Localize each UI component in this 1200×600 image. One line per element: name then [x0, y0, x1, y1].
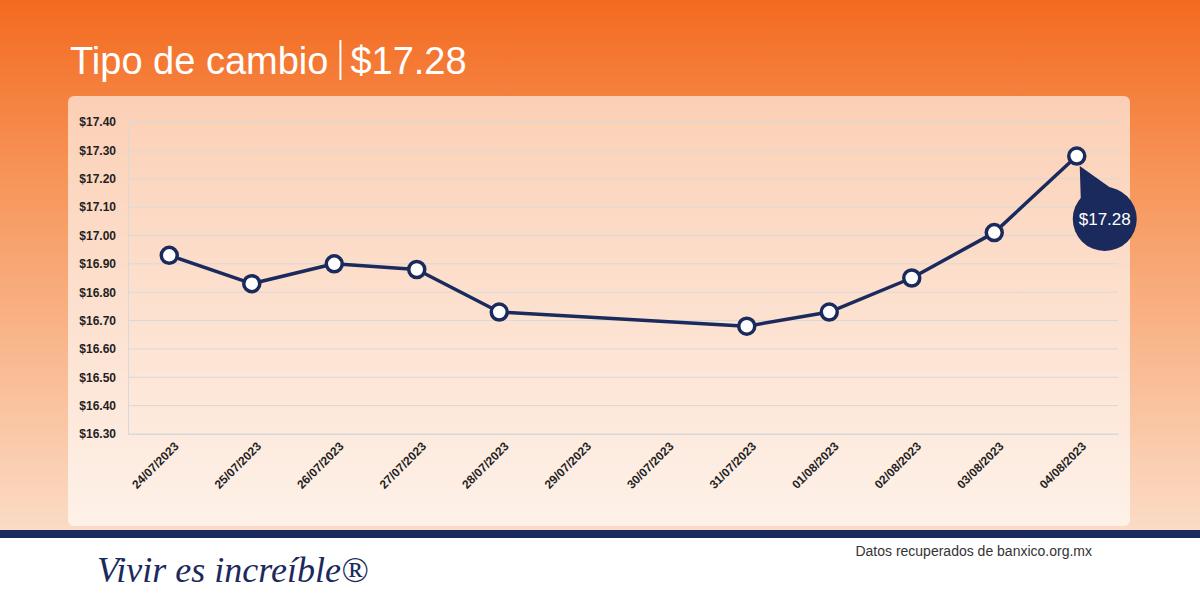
x-tick: 04/08/2023 [1037, 434, 1090, 492]
y-tick-label: $16.60 [79, 342, 116, 356]
marker [409, 261, 425, 277]
grid [128, 122, 1118, 434]
grid-line [128, 263, 1118, 264]
subtitle: $17.28 [350, 40, 466, 82]
grid-line [128, 235, 1118, 236]
x-tick: 29/07/2023 [542, 434, 595, 492]
y-tick: $16.40 [79, 399, 128, 413]
plot-area [161, 148, 1085, 334]
marker [739, 318, 755, 334]
y-tick: $16.90 [79, 257, 128, 271]
x-tick: 31/07/2023 [707, 434, 760, 492]
x-tick: 25/07/2023 [212, 434, 265, 492]
x-tick: 30/07/2023 [624, 434, 677, 492]
x-tick: 28/07/2023 [459, 434, 512, 492]
y-tick-label: $16.80 [79, 286, 116, 300]
y-tick: $17.20 [79, 172, 128, 186]
y-axis-line [128, 123, 129, 435]
x-tick: 01/08/2023 [789, 434, 842, 492]
y-axis: $16.30 $16.40 $16.50 $16.60 $16.70 $16.80 $16.… [79, 115, 128, 441]
x-tick: 26/07/2023 [294, 434, 347, 492]
label-bubble [1073, 187, 1137, 251]
title: Tipo de cambio [70, 40, 328, 82]
y-tick: $17.30 [79, 144, 128, 158]
marker [821, 304, 837, 320]
y-tick-label: $17.40 [79, 115, 116, 129]
x-tick: 03/08/2023 [954, 434, 1007, 492]
y-tick: $16.80 [79, 286, 128, 300]
y-tick-label: $16.90 [79, 257, 116, 271]
y-tick: $17.40 [79, 115, 128, 129]
marker [1069, 148, 1085, 164]
y-tick: $17.00 [79, 229, 128, 243]
y-tick-label: $16.70 [79, 314, 116, 328]
header-background [0, 0, 1200, 532]
marker [904, 270, 920, 286]
marker [491, 304, 507, 320]
y-tick: $16.70 [79, 314, 128, 328]
marker [986, 225, 1002, 241]
y-tick: $16.50 [79, 371, 128, 385]
y-tick: $17.10 [79, 200, 128, 214]
y-tick: $16.60 [79, 342, 128, 356]
x-tick-label: 04/08/2023 [1037, 439, 1090, 492]
grid-line [128, 122, 1118, 123]
y-tick-label: $17.10 [79, 200, 116, 214]
x-tick-label: 30/07/2023 [624, 439, 677, 492]
title-divider [339, 40, 341, 80]
y-tick: $16.30 [79, 427, 128, 441]
y-tick-label: $17.30 [79, 144, 116, 158]
marker [244, 276, 260, 292]
x-tick-label: 24/07/2023 [129, 439, 182, 492]
grid-line [128, 405, 1118, 406]
marker [326, 256, 342, 272]
marker [161, 247, 177, 263]
x-tick-label: 31/07/2023 [707, 439, 760, 492]
y-tick-label: $17.00 [79, 229, 116, 243]
y-tick-label: $17.20 [79, 172, 116, 186]
x-tick-label: 03/08/2023 [954, 439, 1007, 492]
y-tick-label: $16.30 [79, 427, 116, 441]
y-tick-label: $16.40 [79, 399, 116, 413]
x-tick: 02/08/2023 [872, 434, 925, 492]
x-tick-label: 26/07/2023 [294, 439, 347, 492]
data-label-text: $17.28 [1079, 210, 1131, 229]
grid-line [128, 178, 1118, 179]
grid-line [128, 150, 1118, 151]
x-tick-label: 29/07/2023 [542, 439, 595, 492]
x-axis-line [129, 434, 1119, 435]
x-tick-label: 27/07/2023 [377, 439, 430, 492]
x-axis: 24/07/2023 25/07/2023 26/07/2023 27/07/2023… [129, 434, 1119, 492]
x-tick-label: 28/07/2023 [459, 439, 512, 492]
chart-root: Tipo de cambio$17.28$16.30$16.40$16.50$1… [0, 0, 1200, 600]
brand: Vivir es increíble® [97, 550, 368, 590]
x-tick-label: 01/08/2023 [789, 439, 842, 492]
grid-line [128, 434, 1118, 435]
grid-line [128, 377, 1118, 378]
source-note: Datos recuperados de banxico.org.mx [855, 543, 1092, 559]
x-tick-label: 02/08/2023 [872, 439, 925, 492]
footer-background [0, 538, 1200, 600]
x-tick-label: 25/07/2023 [212, 439, 265, 492]
grid-line [128, 348, 1118, 349]
x-tick: 24/07/2023 [129, 434, 182, 492]
y-tick-label: $16.50 [79, 371, 116, 385]
x-tick: 27/07/2023 [377, 434, 430, 492]
data-label: $17.28 [1073, 166, 1137, 251]
grid-line [128, 207, 1118, 208]
series-line [169, 156, 1077, 326]
grid-line [128, 292, 1118, 293]
footer-band [0, 530, 1200, 538]
plot-panel [68, 96, 1130, 526]
